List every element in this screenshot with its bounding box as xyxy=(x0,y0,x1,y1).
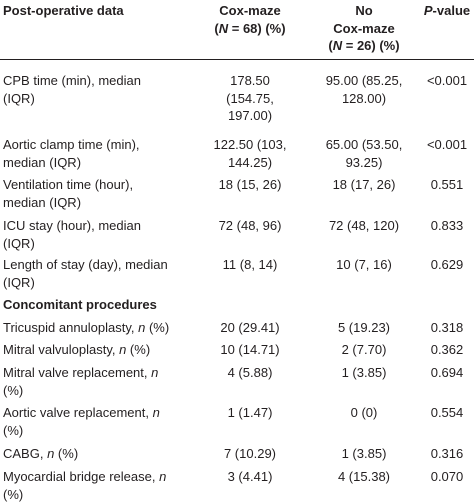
row-cpb-cox: 178.50 (154.75, 197.00) xyxy=(194,72,306,125)
header-no-line1: No xyxy=(355,3,373,18)
row-los-label: Length of stay (day), median (IQR) xyxy=(3,256,193,291)
proc-mitral-replacement-label: Mitral valve replacement, n (%) xyxy=(3,364,193,399)
proc-aortic-replacement-text: Aortic valve replacement, xyxy=(3,405,153,420)
header-p-letter: P xyxy=(423,3,433,18)
row-aortic-no-l1: 65.00 (53.50, xyxy=(325,137,403,152)
row-aortic-cox-l1: 122.50 (103, xyxy=(213,137,287,152)
row-icu-label-l1: ICU stay (hour), median xyxy=(3,218,141,233)
row-cpb-cox-l3: 197.00) xyxy=(227,108,273,123)
row-los-p: 0.629 xyxy=(430,257,464,272)
proc-mitral-valvuloplasty-n: n xyxy=(119,342,127,357)
proc-aortic-replacement-p: 0.554 xyxy=(430,405,464,420)
row-icu-no: 72 (48, 120) xyxy=(328,218,400,233)
header-cox-maze-n: N xyxy=(218,20,229,36)
proc-aortic-replacement-cox: 1 (1.47) xyxy=(227,405,273,420)
proc-mitral-valvuloplasty-p: 0.362 xyxy=(430,342,464,357)
row-icu-label: ICU stay (hour), median (IQR) xyxy=(3,217,193,252)
proc-myocardial-no: 4 (15.38) xyxy=(337,469,391,484)
row-ventilation-cox: 18 (15, 26) xyxy=(218,177,282,192)
header-cox-maze: Cox-maze (N = 68) (%) xyxy=(214,3,286,36)
header-cox-maze-count: = 68) (%) xyxy=(228,20,286,36)
proc-tricuspid-no: 5 (19.23) xyxy=(337,320,391,335)
row-los-label-l1: Length of stay (day), median xyxy=(3,257,168,272)
section-concomitant-procedures: Concomitant procedures xyxy=(3,297,157,312)
proc-myocardial-text: Myocardial bridge release, xyxy=(3,469,160,484)
row-aortic-cox: 122.50 (103, 144.25) xyxy=(194,136,306,171)
header-p-value: P-value xyxy=(420,2,474,20)
proc-myocardial-l2: (%) xyxy=(3,486,24,502)
proc-cabg-text: CABG, xyxy=(3,446,48,461)
row-aortic-cox-l2: 144.25) xyxy=(227,154,273,170)
row-ventilation-no: 18 (17, 26) xyxy=(332,177,396,192)
proc-aortic-replacement-l2: (%) xyxy=(3,422,24,438)
proc-mitral-replacement-l2: (%) xyxy=(3,382,24,398)
proc-aortic-replacement-label: Aortic valve replacement, n (%) xyxy=(3,404,193,439)
row-aortic-p: <0.001 xyxy=(426,137,468,152)
proc-myocardial-label: Myocardial bridge release, n (%) xyxy=(3,468,193,503)
proc-tricuspid-p: 0.318 xyxy=(430,320,464,335)
proc-mitral-valvuloplasty-label: Mitral valvuloplasty, n (%) xyxy=(3,341,193,359)
row-aortic-label-l2: median (IQR) xyxy=(3,154,82,170)
proc-aortic-replacement-n: n xyxy=(152,405,160,420)
row-cpb-no-l1: 95.00 (85.25, xyxy=(325,73,403,88)
header-no-count: = 26) (%) xyxy=(342,38,400,53)
row-icu-label-l2: (IQR) xyxy=(3,235,35,251)
row-cpb-cox-l1: 178.50 xyxy=(230,73,270,88)
proc-cabg-p: 0.316 xyxy=(430,446,464,461)
proc-mitral-valvuloplasty-suffix: (%) xyxy=(126,342,151,357)
row-aortic-label: Aortic clamp time (min), median (IQR) xyxy=(3,136,193,171)
row-los-no: 10 (7, 16) xyxy=(336,257,392,272)
proc-mitral-replacement-p: 0.694 xyxy=(430,365,464,380)
proc-myocardial-n: n xyxy=(159,469,167,484)
header-cox-maze-line1: Cox-maze xyxy=(219,3,281,18)
row-los-label-l2: (IQR) xyxy=(3,274,35,290)
proc-mitral-replacement-n: n xyxy=(151,365,159,380)
header-rule xyxy=(0,59,474,60)
row-aortic-no-l2: 93.25) xyxy=(345,154,383,170)
proc-myocardial-p: 0.070 xyxy=(430,469,464,484)
proc-mitral-valvuloplasty-text: Mitral valvuloplasty, xyxy=(3,342,120,357)
header-no-cox-maze: No Cox-maze (N = 26) (%) xyxy=(328,3,400,53)
proc-mitral-replacement-text: Mitral valve replacement, xyxy=(3,365,152,380)
row-cpb-p: <0.001 xyxy=(426,73,468,88)
proc-mitral-valvuloplasty-no: 2 (7.70) xyxy=(341,342,387,357)
row-ventilation-label-l1: Ventilation time (hour), xyxy=(3,177,134,192)
row-ventilation-label-l2: median (IQR) xyxy=(3,194,82,210)
row-icu-p: 0.833 xyxy=(430,218,464,233)
row-cpb-label-l2: (IQR) xyxy=(3,90,35,106)
proc-cabg-no: 1 (3.85) xyxy=(341,446,387,461)
proc-cabg-suffix: (%) xyxy=(54,446,79,461)
proc-tricuspid-text: Tricuspid annuloplasty, xyxy=(3,320,139,335)
header-no-n: N xyxy=(332,38,343,53)
proc-myocardial-cox: 3 (4.41) xyxy=(227,469,273,484)
row-aortic-label-l1: Aortic clamp time (min), xyxy=(3,137,140,152)
proc-aortic-replacement-no: 0 (0) xyxy=(350,405,378,420)
row-ventilation-label: Ventilation time (hour), median (IQR) xyxy=(3,176,193,211)
proc-tricuspid-cox: 20 (29.41) xyxy=(220,320,280,335)
proc-cabg-label: CABG, n (%) xyxy=(3,445,193,463)
proc-tricuspid-n: n xyxy=(138,320,146,335)
proc-mitral-valvuloplasty-cox: 10 (14.71) xyxy=(220,342,280,357)
proc-mitral-replacement-no: 1 (3.85) xyxy=(341,365,387,380)
proc-mitral-replacement-cox: 4 (5.88) xyxy=(227,365,273,380)
row-los-cox: 11 (8, 14) xyxy=(222,257,278,272)
row-icu-cox: 72 (48, 96) xyxy=(218,218,282,233)
row-aortic-no: 65.00 (53.50, 93.25) xyxy=(308,136,420,171)
proc-cabg-n: n xyxy=(47,446,55,461)
row-cpb-no-l2: 128.00) xyxy=(341,90,387,106)
proc-tricuspid-suffix: (%) xyxy=(145,320,170,335)
row-cpb-cox-l2: (154.75, xyxy=(226,90,274,106)
row-cpb-label: CPB time (min), median (IQR) xyxy=(3,72,193,107)
header-no-line2: Cox-maze xyxy=(333,20,395,36)
row-cpb-label-l1: CPB time (min), median xyxy=(3,73,141,88)
row-cpb-no: 95.00 (85.25, 128.00) xyxy=(308,72,420,107)
header-p-rest: -value xyxy=(432,3,471,18)
row-ventilation-p: 0.551 xyxy=(430,177,464,192)
proc-cabg-cox: 7 (10.29) xyxy=(223,446,277,461)
proc-tricuspid-label: Tricuspid annuloplasty, n (%) xyxy=(3,319,193,337)
header-post-operative-data: Post-operative data xyxy=(3,3,124,18)
